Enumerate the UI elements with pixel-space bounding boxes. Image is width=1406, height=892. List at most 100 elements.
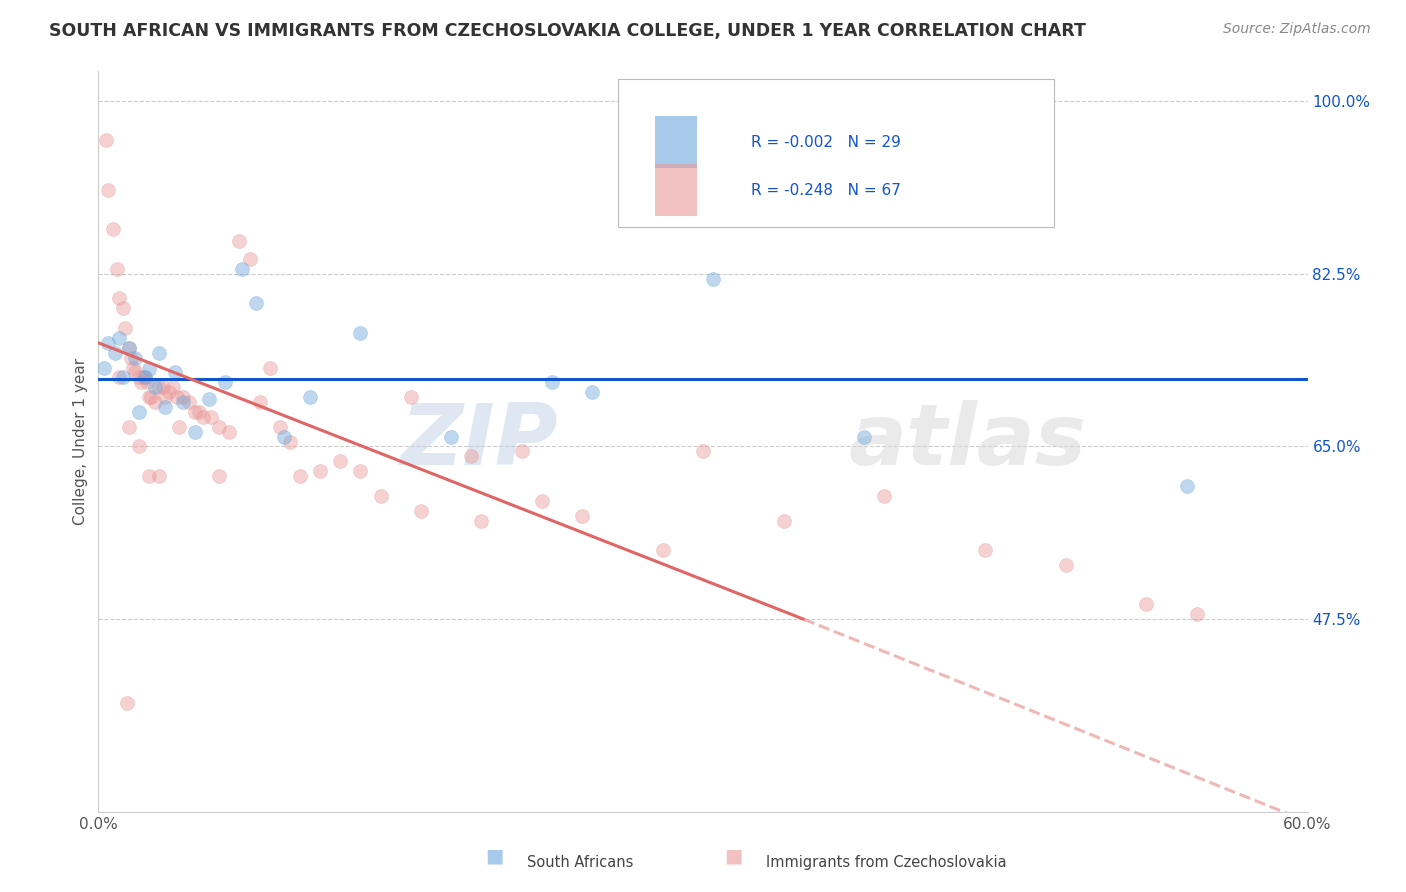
Point xyxy=(239,252,262,266)
Point xyxy=(228,234,250,248)
Point xyxy=(208,419,231,434)
Point xyxy=(198,392,221,406)
Point xyxy=(118,419,141,434)
Point xyxy=(114,321,136,335)
Point xyxy=(581,385,603,400)
Point xyxy=(124,351,146,365)
Point xyxy=(124,366,146,380)
Point xyxy=(139,390,162,404)
Point xyxy=(530,493,553,508)
Point xyxy=(120,351,142,365)
Point xyxy=(138,469,160,483)
Point xyxy=(702,271,724,285)
Point xyxy=(105,261,128,276)
Point xyxy=(179,395,201,409)
Point xyxy=(103,345,125,359)
Text: Source: ZipAtlas.com: Source: ZipAtlas.com xyxy=(1223,22,1371,37)
Point xyxy=(853,429,876,443)
Point xyxy=(692,444,714,458)
Point xyxy=(143,395,166,409)
Point xyxy=(128,370,150,384)
Point xyxy=(460,450,482,464)
Point xyxy=(167,419,190,434)
Point xyxy=(166,390,188,404)
Point xyxy=(299,390,322,404)
Point xyxy=(571,508,593,523)
Point xyxy=(107,331,129,345)
Point xyxy=(1135,598,1157,612)
Point xyxy=(107,370,129,384)
Point xyxy=(118,341,141,355)
Point xyxy=(184,405,207,419)
Point xyxy=(349,464,371,478)
Point xyxy=(409,503,432,517)
Point xyxy=(148,345,170,359)
Point xyxy=(214,376,236,390)
Point xyxy=(96,133,118,147)
Point xyxy=(162,380,184,394)
Point xyxy=(93,360,115,375)
Point xyxy=(115,696,138,710)
Point xyxy=(974,543,997,558)
Point xyxy=(1185,607,1208,622)
Point xyxy=(134,370,156,384)
Point xyxy=(129,376,152,390)
Point xyxy=(329,454,352,468)
Point xyxy=(132,370,155,384)
Point xyxy=(163,366,186,380)
Text: ■: ■ xyxy=(724,847,742,865)
Point xyxy=(208,469,231,483)
Point xyxy=(200,409,222,424)
Point xyxy=(128,440,150,454)
Point xyxy=(772,514,794,528)
FancyBboxPatch shape xyxy=(655,116,697,168)
Point xyxy=(152,380,174,394)
Point xyxy=(1054,558,1077,572)
Y-axis label: College, Under 1 year: College, Under 1 year xyxy=(73,358,89,525)
Text: South Africans: South Africans xyxy=(527,855,634,870)
Point xyxy=(249,395,271,409)
Point xyxy=(135,376,157,390)
Point xyxy=(269,419,291,434)
Point xyxy=(873,489,896,503)
Point xyxy=(288,469,311,483)
Point xyxy=(157,385,180,400)
Point xyxy=(111,301,134,316)
Point xyxy=(440,429,463,443)
Point xyxy=(172,390,194,404)
Point xyxy=(148,469,170,483)
Text: Immigrants from Czechoslovakia: Immigrants from Czechoslovakia xyxy=(766,855,1007,870)
Point xyxy=(138,362,160,376)
Point xyxy=(193,409,215,424)
Point xyxy=(245,296,267,310)
Point xyxy=(138,390,160,404)
Point xyxy=(121,360,143,375)
Point xyxy=(153,400,176,414)
Text: R = -0.002   N = 29: R = -0.002 N = 29 xyxy=(751,135,901,150)
Text: R = -0.248   N = 67: R = -0.248 N = 67 xyxy=(751,183,901,198)
Point xyxy=(148,380,170,394)
Point xyxy=(540,376,562,390)
Text: ■: ■ xyxy=(485,847,503,865)
Point xyxy=(107,292,129,306)
Point xyxy=(651,543,673,558)
Point xyxy=(309,464,332,478)
Point xyxy=(273,429,295,443)
Point xyxy=(153,390,176,404)
Point xyxy=(111,370,134,384)
Point xyxy=(349,326,371,340)
Point xyxy=(134,370,156,384)
FancyBboxPatch shape xyxy=(655,164,697,216)
Point xyxy=(510,444,533,458)
Point xyxy=(188,405,211,419)
Point xyxy=(259,360,281,375)
Text: atlas: atlas xyxy=(848,400,1087,483)
Point xyxy=(172,395,194,409)
Point xyxy=(143,380,166,394)
FancyBboxPatch shape xyxy=(619,78,1053,227)
Point xyxy=(101,222,124,236)
Point xyxy=(218,425,240,439)
Text: SOUTH AFRICAN VS IMMIGRANTS FROM CZECHOSLOVAKIA COLLEGE, UNDER 1 YEAR CORRELATIO: SOUTH AFRICAN VS IMMIGRANTS FROM CZECHOS… xyxy=(49,22,1085,40)
Point xyxy=(278,434,301,449)
Point xyxy=(97,335,120,350)
